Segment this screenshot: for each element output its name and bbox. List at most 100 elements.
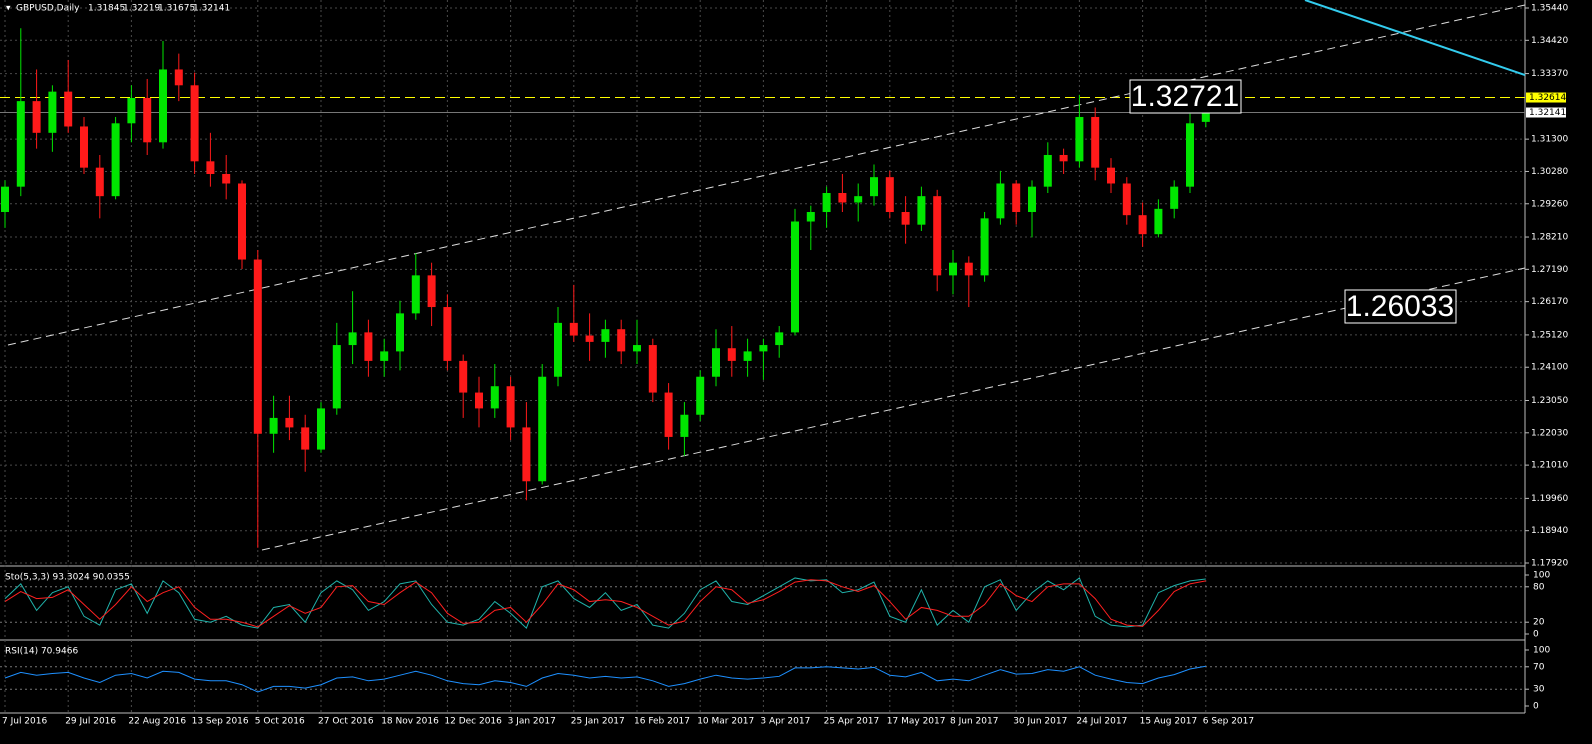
candle-body: [648, 345, 657, 393]
candle-body: [301, 427, 310, 450]
candle-body: [806, 212, 815, 222]
y-tick-label: 1.27190: [1531, 265, 1568, 275]
y-tick-label: 70: [1533, 662, 1545, 672]
x-tick-label: 3 Jan 2017: [508, 717, 556, 727]
symbol-title: GBPUSD,Daily: [16, 4, 80, 14]
candle-body: [1, 186, 9, 213]
x-tick-label: 22 Aug 2016: [128, 717, 186, 727]
candle-body: [64, 91, 73, 127]
candle-body: [522, 427, 531, 482]
y-tick-label: 1.22030: [1531, 428, 1568, 438]
x-tick-label: 29 Jul 2016: [65, 717, 116, 727]
price-marker-label: 1.32141: [1529, 108, 1566, 118]
candle-body: [617, 329, 626, 352]
y-tick-label: 1.21010: [1531, 461, 1568, 471]
candle-body: [933, 196, 942, 276]
candle-body: [949, 262, 957, 276]
candle-body: [364, 332, 373, 361]
x-tick-label: 25 Jan 2017: [571, 717, 625, 727]
stoch-title: Sto(5,3,3) 93.3024 90.0355: [5, 573, 130, 583]
candle-body: [285, 417, 294, 428]
candle-body: [443, 307, 452, 361]
y-tick-label: 1.34420: [1531, 36, 1568, 46]
y-tick-label: 1.26170: [1531, 297, 1568, 307]
x-tick-label: 5 Oct 2016: [255, 717, 305, 727]
candle-body: [427, 275, 436, 308]
x-tick-label: 15 Aug 2017: [1140, 717, 1198, 727]
candle-body: [95, 167, 104, 197]
candle-body: [1091, 116, 1100, 168]
ohlc-open: 1.31845: [88, 4, 125, 14]
candle-body: [159, 69, 167, 143]
candle-body: [1028, 186, 1036, 213]
candle-body: [80, 126, 88, 168]
candle-body: [32, 101, 41, 133]
candle-body: [585, 335, 594, 342]
y-tick-label: 0: [1533, 702, 1539, 712]
y-tick-label: 100: [1533, 571, 1550, 581]
x-tick-label: 3 Apr 2017: [760, 717, 810, 727]
candle-body: [238, 183, 246, 260]
candle-body: [633, 345, 641, 352]
candle-body: [174, 69, 183, 86]
candle-body: [48, 91, 57, 133]
rsi-title: RSI(14) 70.9466: [5, 647, 78, 657]
menu-arrow[interactable]: ▾: [6, 4, 11, 14]
candle-body: [16, 101, 25, 187]
candle-body: [854, 196, 863, 203]
x-tick-label: 10 Mar 2017: [697, 717, 754, 727]
indicator-line: [4, 579, 1206, 628]
x-tick-label: 17 May 2017: [887, 717, 946, 727]
y-tick-label: 100: [1533, 646, 1550, 656]
y-tick-label: 1.23050: [1531, 396, 1568, 406]
candle-body: [870, 177, 878, 197]
candle-body: [459, 360, 468, 393]
y-tick-label: 1.19960: [1531, 494, 1568, 504]
candle-body: [411, 275, 420, 314]
candle-body: [222, 173, 231, 184]
y-tick-label: 0: [1533, 630, 1539, 640]
channel-lower: [261, 267, 1526, 551]
x-tick-label: 30 Jun 2017: [1013, 717, 1067, 727]
trend-line: [1304, 0, 1526, 76]
candle-body: [680, 414, 689, 437]
candle-body: [712, 348, 720, 377]
x-tick-label: 24 Jul 2017: [1076, 717, 1127, 727]
x-tick-label: 6 Sep 2017: [1203, 717, 1254, 727]
y-tick-label: 1.18940: [1531, 526, 1568, 536]
candle-body: [996, 183, 1005, 219]
y-tick-label: 80: [1533, 582, 1545, 592]
price-marker-label: 1.32614: [1529, 93, 1566, 103]
y-tick-label: 1.31300: [1531, 135, 1568, 145]
y-tick-label: 1.29260: [1531, 199, 1568, 209]
x-tick-label: 13 Sep 2016: [192, 717, 249, 727]
candle-body: [1107, 167, 1115, 184]
candle-body: [190, 85, 199, 162]
candle-body: [838, 193, 847, 203]
ohlc-close: 1.32141: [193, 4, 230, 14]
candle-body: [380, 351, 389, 361]
annotation-box: [1344, 289, 1457, 324]
candle-body: [348, 332, 357, 346]
x-tick-label: 8 Jun 2017: [950, 717, 998, 727]
candle-body: [901, 212, 910, 225]
price-marker: [1526, 92, 1566, 103]
candle-body: [964, 262, 973, 276]
plot: [1, 28, 1210, 693]
indicator-line: [4, 577, 1206, 629]
candle-body: [1201, 112, 1210, 122]
candle-body: [332, 345, 341, 409]
candle-body: [127, 97, 136, 124]
candle-body: [317, 408, 325, 450]
x-tick-label: 7 Jul 2016: [2, 717, 47, 727]
y-tick-label: 1.25120: [1531, 330, 1568, 340]
y-tick-label: 1.33370: [1531, 69, 1568, 79]
candle-body: [569, 322, 578, 336]
candle-body: [554, 322, 562, 377]
candle-body: [1186, 123, 1194, 187]
candle-body: [1059, 154, 1068, 162]
y-tick-label: 1.17920: [1531, 559, 1568, 569]
annotation: 1.26033: [1346, 290, 1454, 323]
candle-body: [822, 193, 831, 213]
